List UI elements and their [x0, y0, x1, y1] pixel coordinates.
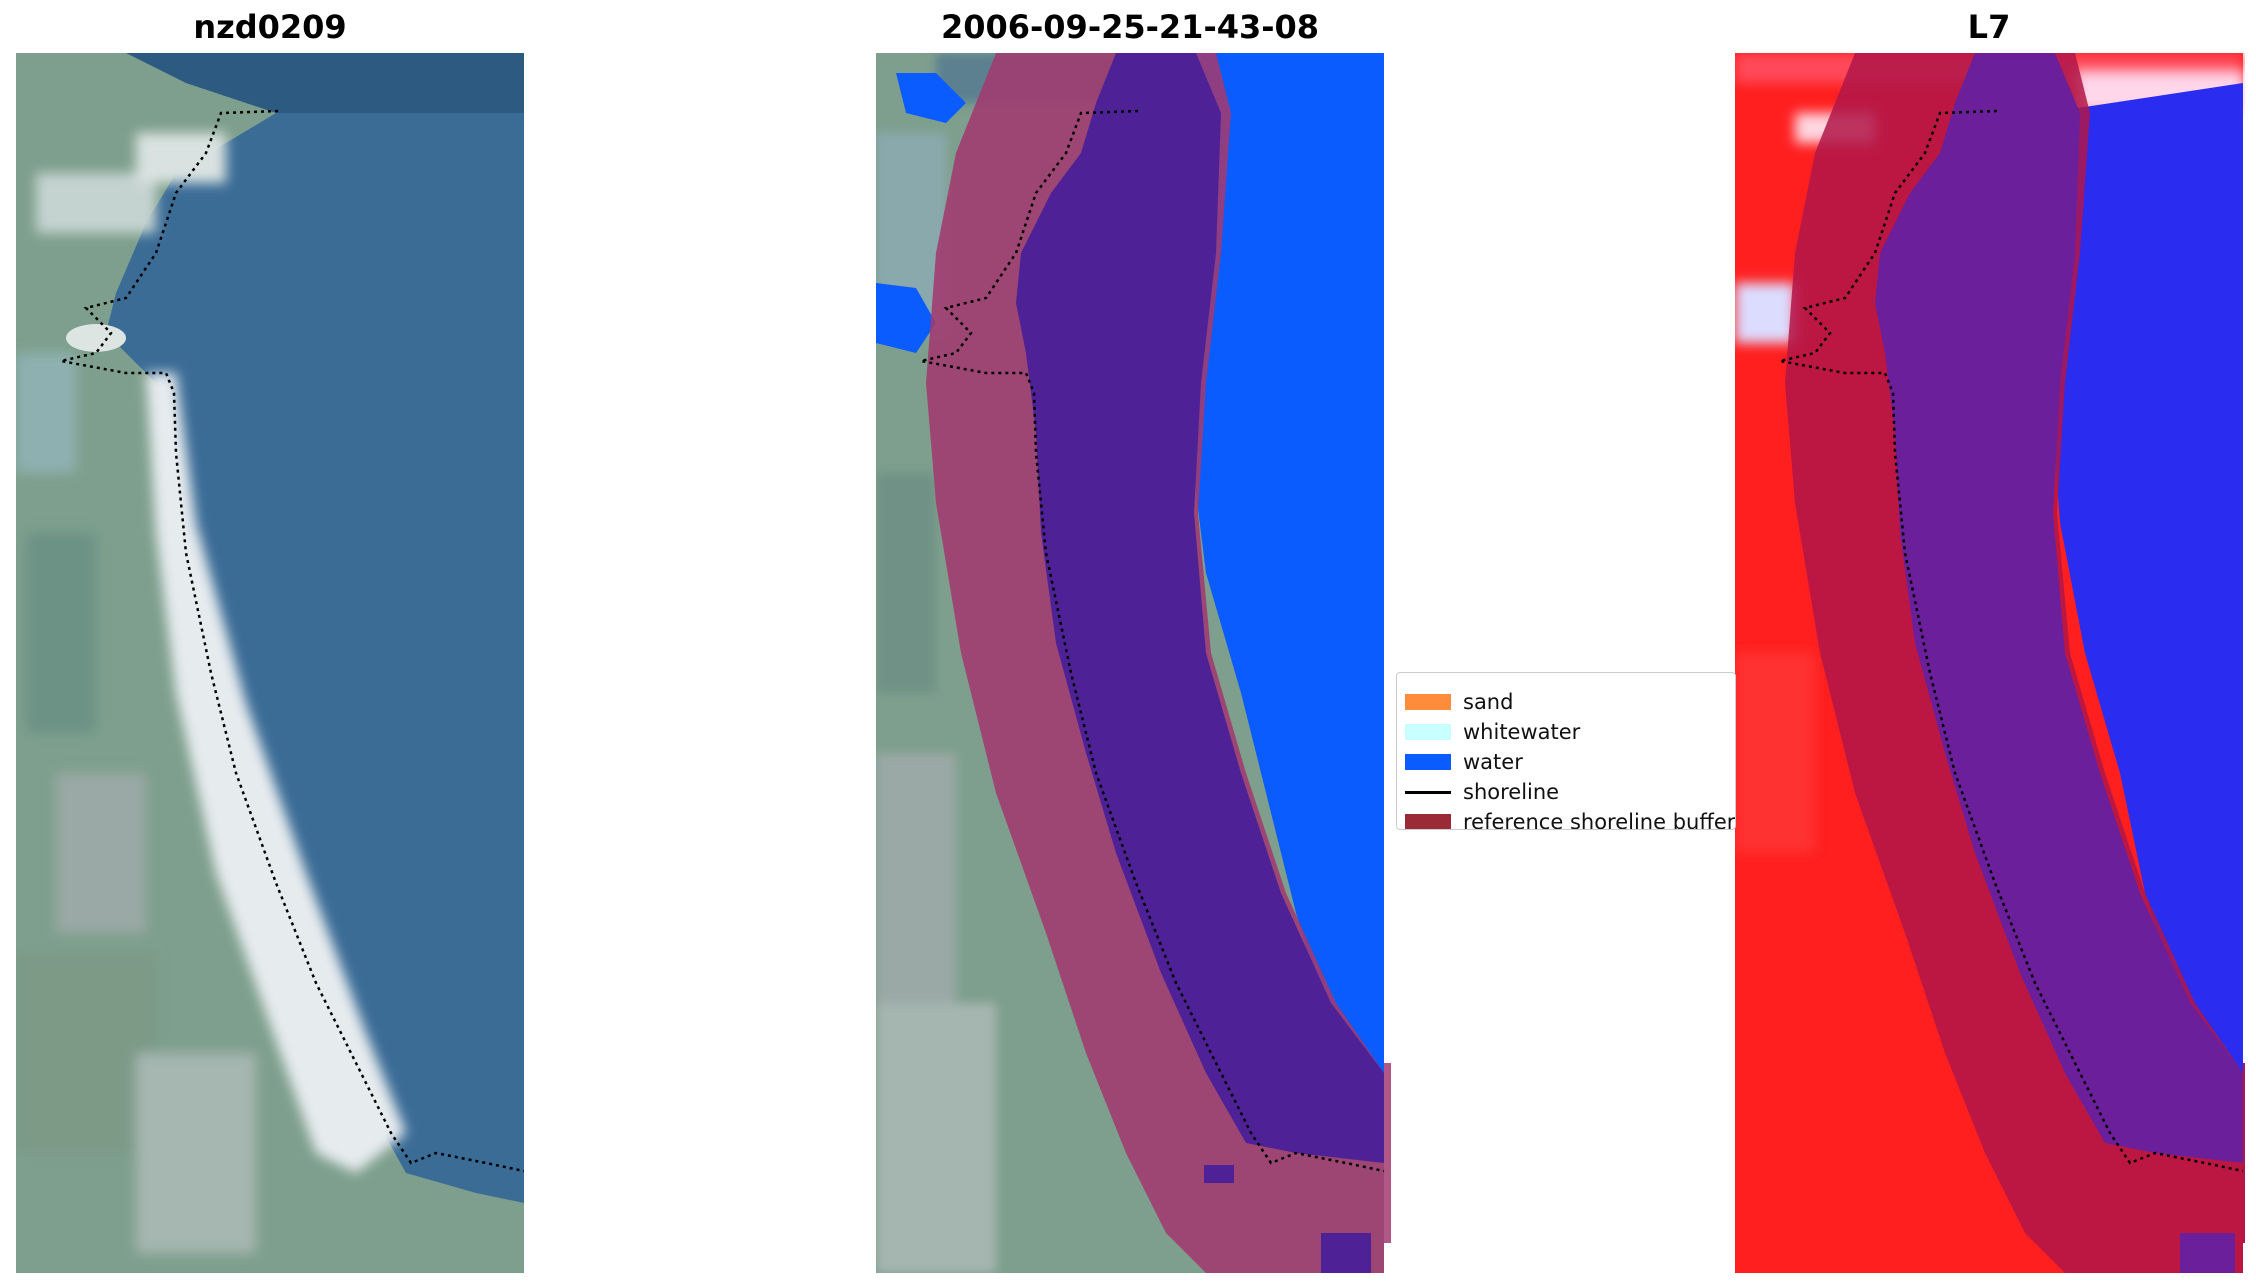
legend-label-water: water — [1463, 750, 1523, 774]
whitewater-swatch — [1405, 724, 1451, 740]
legend-label-sand: sand — [1463, 690, 1514, 714]
water-swatch — [1405, 754, 1451, 770]
legend: sand whitewater water shoreline referenc… — [1396, 672, 1736, 830]
rgb-satellite-image — [16, 53, 524, 1273]
legend-label-whitewater: whitewater — [1463, 720, 1581, 744]
middle-panel-title: 2006-09-25-21-43-08 — [940, 8, 1320, 46]
sand-swatch — [1405, 694, 1451, 710]
shoreline-line-icon — [1405, 790, 1451, 794]
reference-buffer-swatch — [1405, 814, 1451, 829]
left-panel-title: nzd0209 — [193, 8, 347, 46]
legend-label-reference-buffer: reference shoreline buffer — [1463, 810, 1736, 830]
classification-overlay-image — [876, 53, 1391, 1273]
index-overlay-image — [1735, 53, 2245, 1273]
legend-label-shoreline: shoreline — [1463, 780, 1560, 804]
right-panel-title: L7 — [1967, 8, 2011, 46]
